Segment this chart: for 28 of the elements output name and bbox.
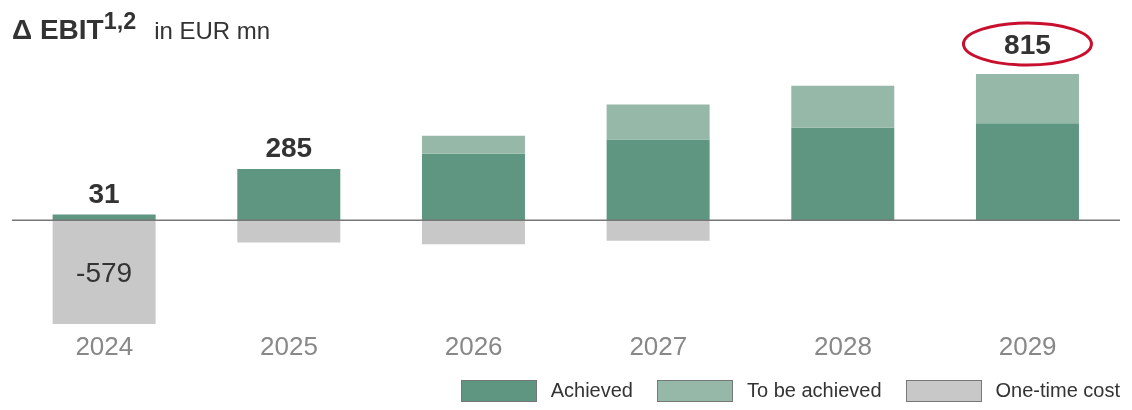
x-tick-label: 2024 — [75, 331, 134, 362]
bar — [975, 123, 1079, 221]
chart-title: Δ EBIT$^{1,2}$ — [12, 8, 137, 47]
legend-label: Achieved — [550, 379, 633, 402]
bar — [606, 220, 710, 241]
bar — [606, 104, 710, 140]
x-tick-label: 2026 — [444, 331, 503, 362]
data-label: -579 — [76, 256, 133, 288]
bar — [975, 74, 1079, 124]
legend-label: One-time cost — [995, 379, 1120, 402]
bar — [421, 135, 525, 154]
data-label: 31 — [88, 177, 120, 209]
x-tick-label: 2027 — [629, 331, 688, 362]
data-label: 285 — [265, 132, 313, 164]
chart-subtitle: in EUR mn — [154, 17, 271, 46]
bar — [237, 169, 341, 221]
bar — [52, 220, 156, 324]
bar — [791, 127, 895, 221]
bar — [237, 220, 341, 243]
bar — [421, 153, 525, 221]
bar — [791, 85, 895, 128]
x-tick-label: 2028 — [814, 331, 872, 362]
x-tick-label: 2025 — [260, 331, 318, 362]
total-label: 815 — [1004, 28, 1051, 60]
x-tick-label: 2029 — [998, 331, 1057, 362]
legend-label: To be achieved — [746, 379, 882, 402]
bar — [606, 139, 710, 221]
bar — [421, 220, 525, 245]
